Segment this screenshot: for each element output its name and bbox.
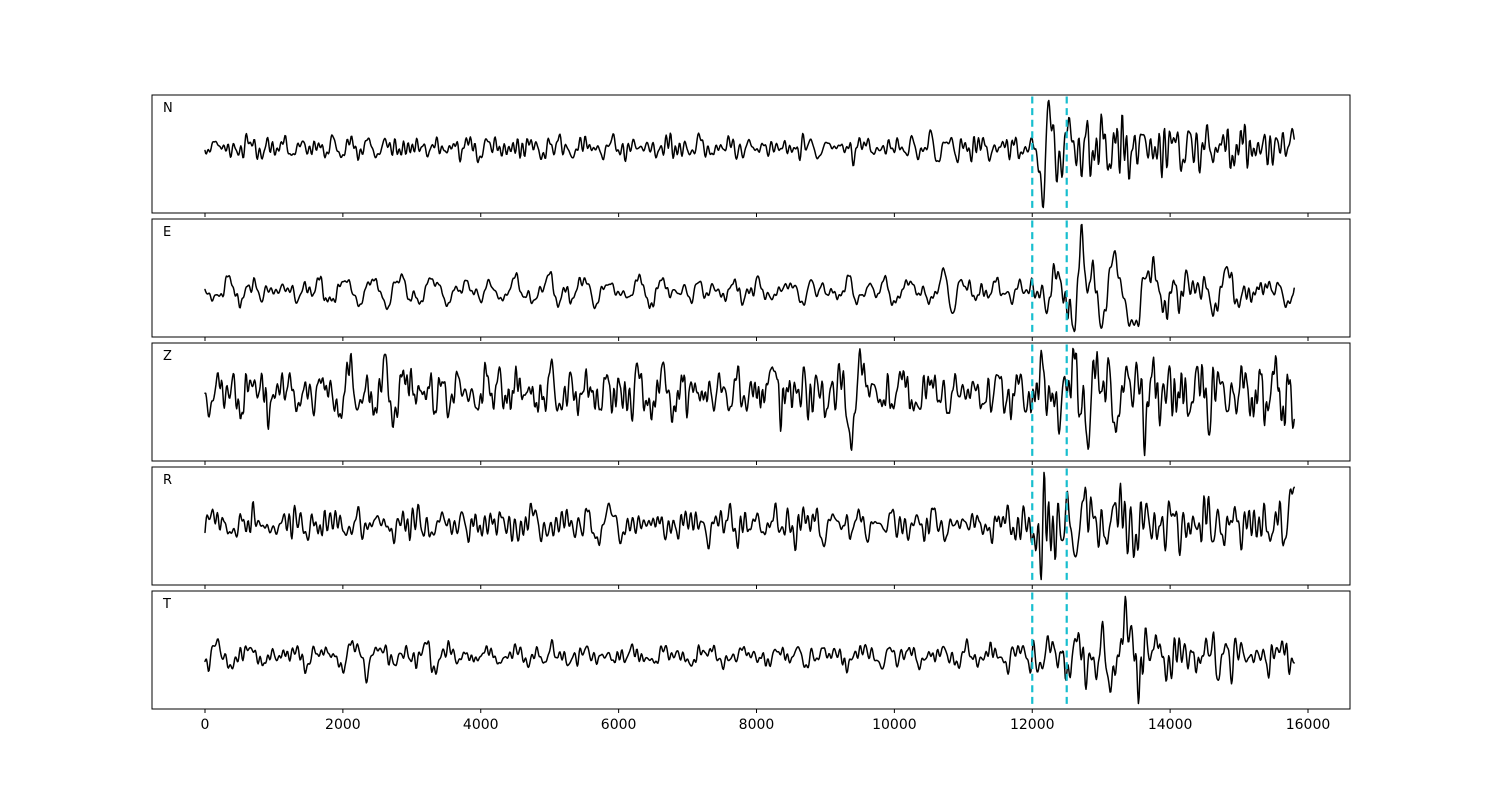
x-tick-label: 2000 [325,717,361,733]
x-tick-label: 4000 [463,717,499,733]
panel-frame [151,94,1351,214]
channel-label: T [162,597,171,612]
channel-label: N [163,101,173,116]
x-tick-label: 10000 [872,717,917,733]
panel-frame [151,590,1351,710]
x-tick-label: 8000 [739,717,775,733]
panel-Z: Z [151,342,1351,465]
panel-N: N [151,94,1351,217]
x-tick-label: 0 [201,717,210,733]
trace-N [204,99,1295,209]
trace-R [204,471,1295,581]
x-tick-label: 6000 [601,717,637,733]
channel-label: R [163,473,172,488]
trace-Z [204,347,1295,457]
panel-frame [151,342,1351,462]
channel-label: Z [163,349,172,364]
panel-frame [151,218,1351,338]
x-tick-label: 12000 [1010,717,1055,733]
trace-T [204,595,1295,705]
panel-E: E [151,218,1351,341]
trace-E [204,223,1295,333]
x-tick-label: 14000 [1148,717,1193,733]
x-tick-label: 16000 [1286,717,1331,733]
channel-label: E [163,225,171,240]
panel-T: T [151,590,1351,713]
panel-R: R [151,466,1351,589]
